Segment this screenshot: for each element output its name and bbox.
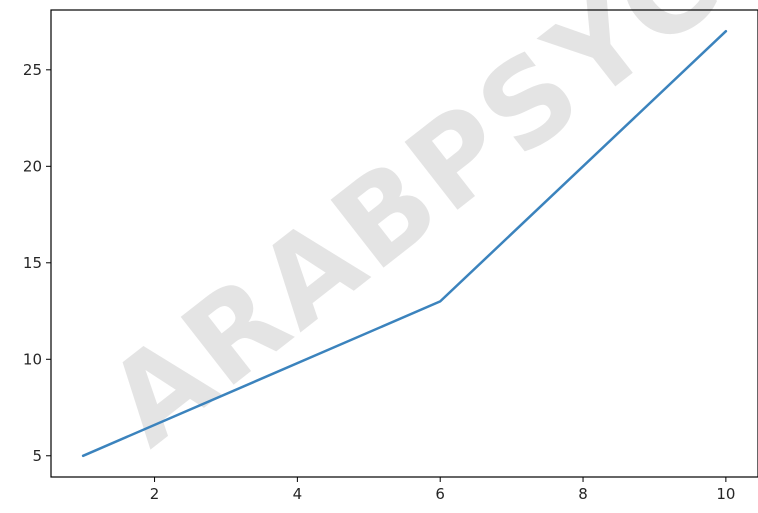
series-line-0	[81, 29, 728, 458]
x-axis-ticks: 2 4 6 8 10	[150, 477, 735, 503]
y-tick-label: 10	[23, 350, 42, 368]
x-tick-label: 6	[435, 485, 445, 503]
x-tick-label: 2	[150, 485, 160, 503]
y-axis-ticks: 5 10 15 20 25	[23, 61, 51, 465]
x-tick-label: 10	[716, 485, 735, 503]
x-tick-label: 4	[293, 485, 303, 503]
y-tick-label: 25	[23, 61, 42, 79]
watermark: ARABPSYC	[82, 0, 746, 472]
x-tick-label: 8	[578, 485, 588, 503]
y-tick-label: 5	[32, 447, 42, 465]
series-layer	[81, 29, 728, 458]
plot-area-frame	[50, 9, 758, 478]
y-tick-label: 15	[23, 254, 42, 272]
watermark-text: ARABPSYC	[82, 0, 746, 472]
y-tick-label: 20	[23, 157, 42, 175]
